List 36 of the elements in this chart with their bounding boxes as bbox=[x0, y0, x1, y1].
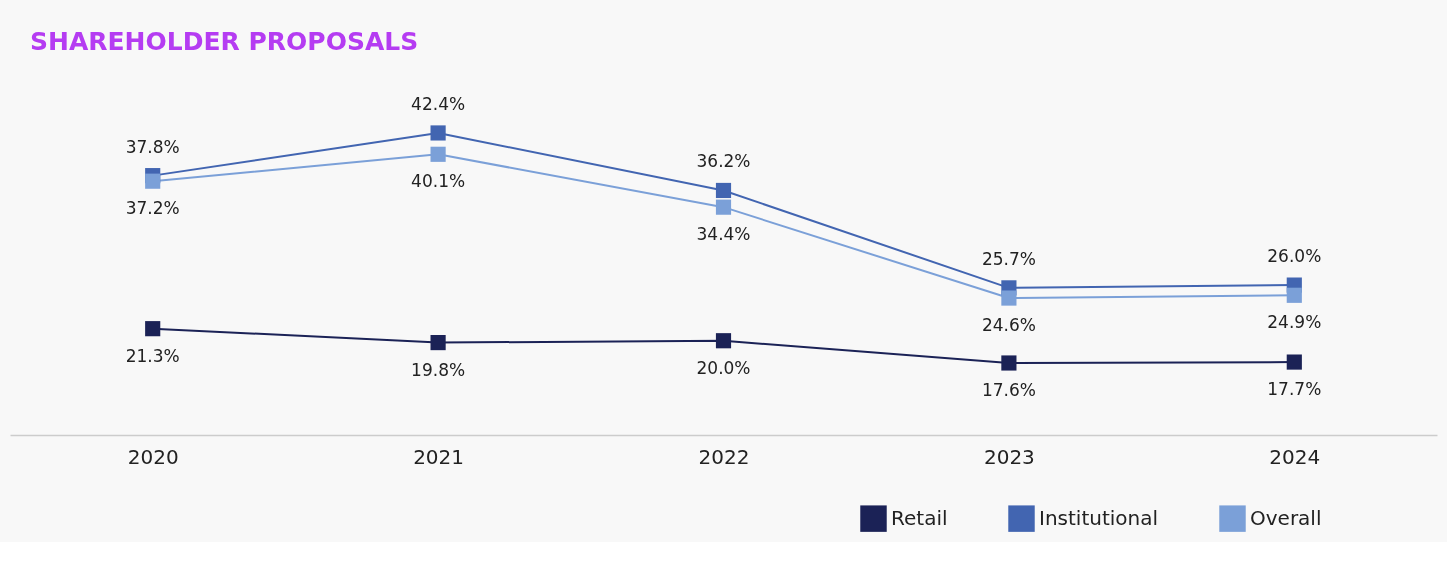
data-label: 34.4% bbox=[696, 224, 751, 245]
data-label: 24.9% bbox=[1267, 312, 1322, 333]
data-label: 37.8% bbox=[125, 136, 180, 157]
point bbox=[145, 321, 161, 337]
x-tick-label: 2021 bbox=[413, 444, 465, 469]
point bbox=[430, 335, 446, 351]
data-label: 24.6% bbox=[981, 315, 1036, 336]
x-tick-label: 2020 bbox=[127, 444, 179, 469]
point bbox=[715, 182, 732, 199]
legend-label: Overall bbox=[1250, 505, 1322, 530]
data-label: 25.7% bbox=[981, 248, 1036, 269]
chart-title: SHAREHOLDER PROPOSALS bbox=[30, 27, 419, 56]
point bbox=[430, 125, 446, 141]
point bbox=[715, 199, 732, 215]
point bbox=[1286, 287, 1302, 303]
legend-label: Institutional bbox=[1039, 505, 1159, 530]
legend-label: Retail bbox=[891, 505, 948, 530]
x-tick-label: 2024 bbox=[1269, 444, 1321, 469]
point bbox=[715, 333, 732, 349]
point bbox=[1001, 290, 1017, 306]
data-label: 20.0% bbox=[696, 357, 751, 378]
x-tick-label: 2022 bbox=[698, 444, 750, 469]
point bbox=[145, 173, 161, 189]
data-label: 36.2% bbox=[696, 151, 751, 172]
data-label: 19.8% bbox=[411, 359, 466, 380]
point bbox=[1286, 354, 1302, 370]
data-label: 42.4% bbox=[411, 93, 466, 114]
point bbox=[1001, 355, 1017, 371]
data-label: 40.1% bbox=[411, 171, 466, 192]
point bbox=[430, 146, 446, 162]
data-label: 37.2% bbox=[125, 198, 180, 219]
data-label: 26.0% bbox=[1267, 246, 1322, 267]
data-label: 21.3% bbox=[125, 345, 180, 366]
data-label: 17.7% bbox=[1267, 379, 1322, 400]
x-tick-label: 2023 bbox=[983, 444, 1035, 469]
data-label: 17.6% bbox=[981, 380, 1036, 400]
